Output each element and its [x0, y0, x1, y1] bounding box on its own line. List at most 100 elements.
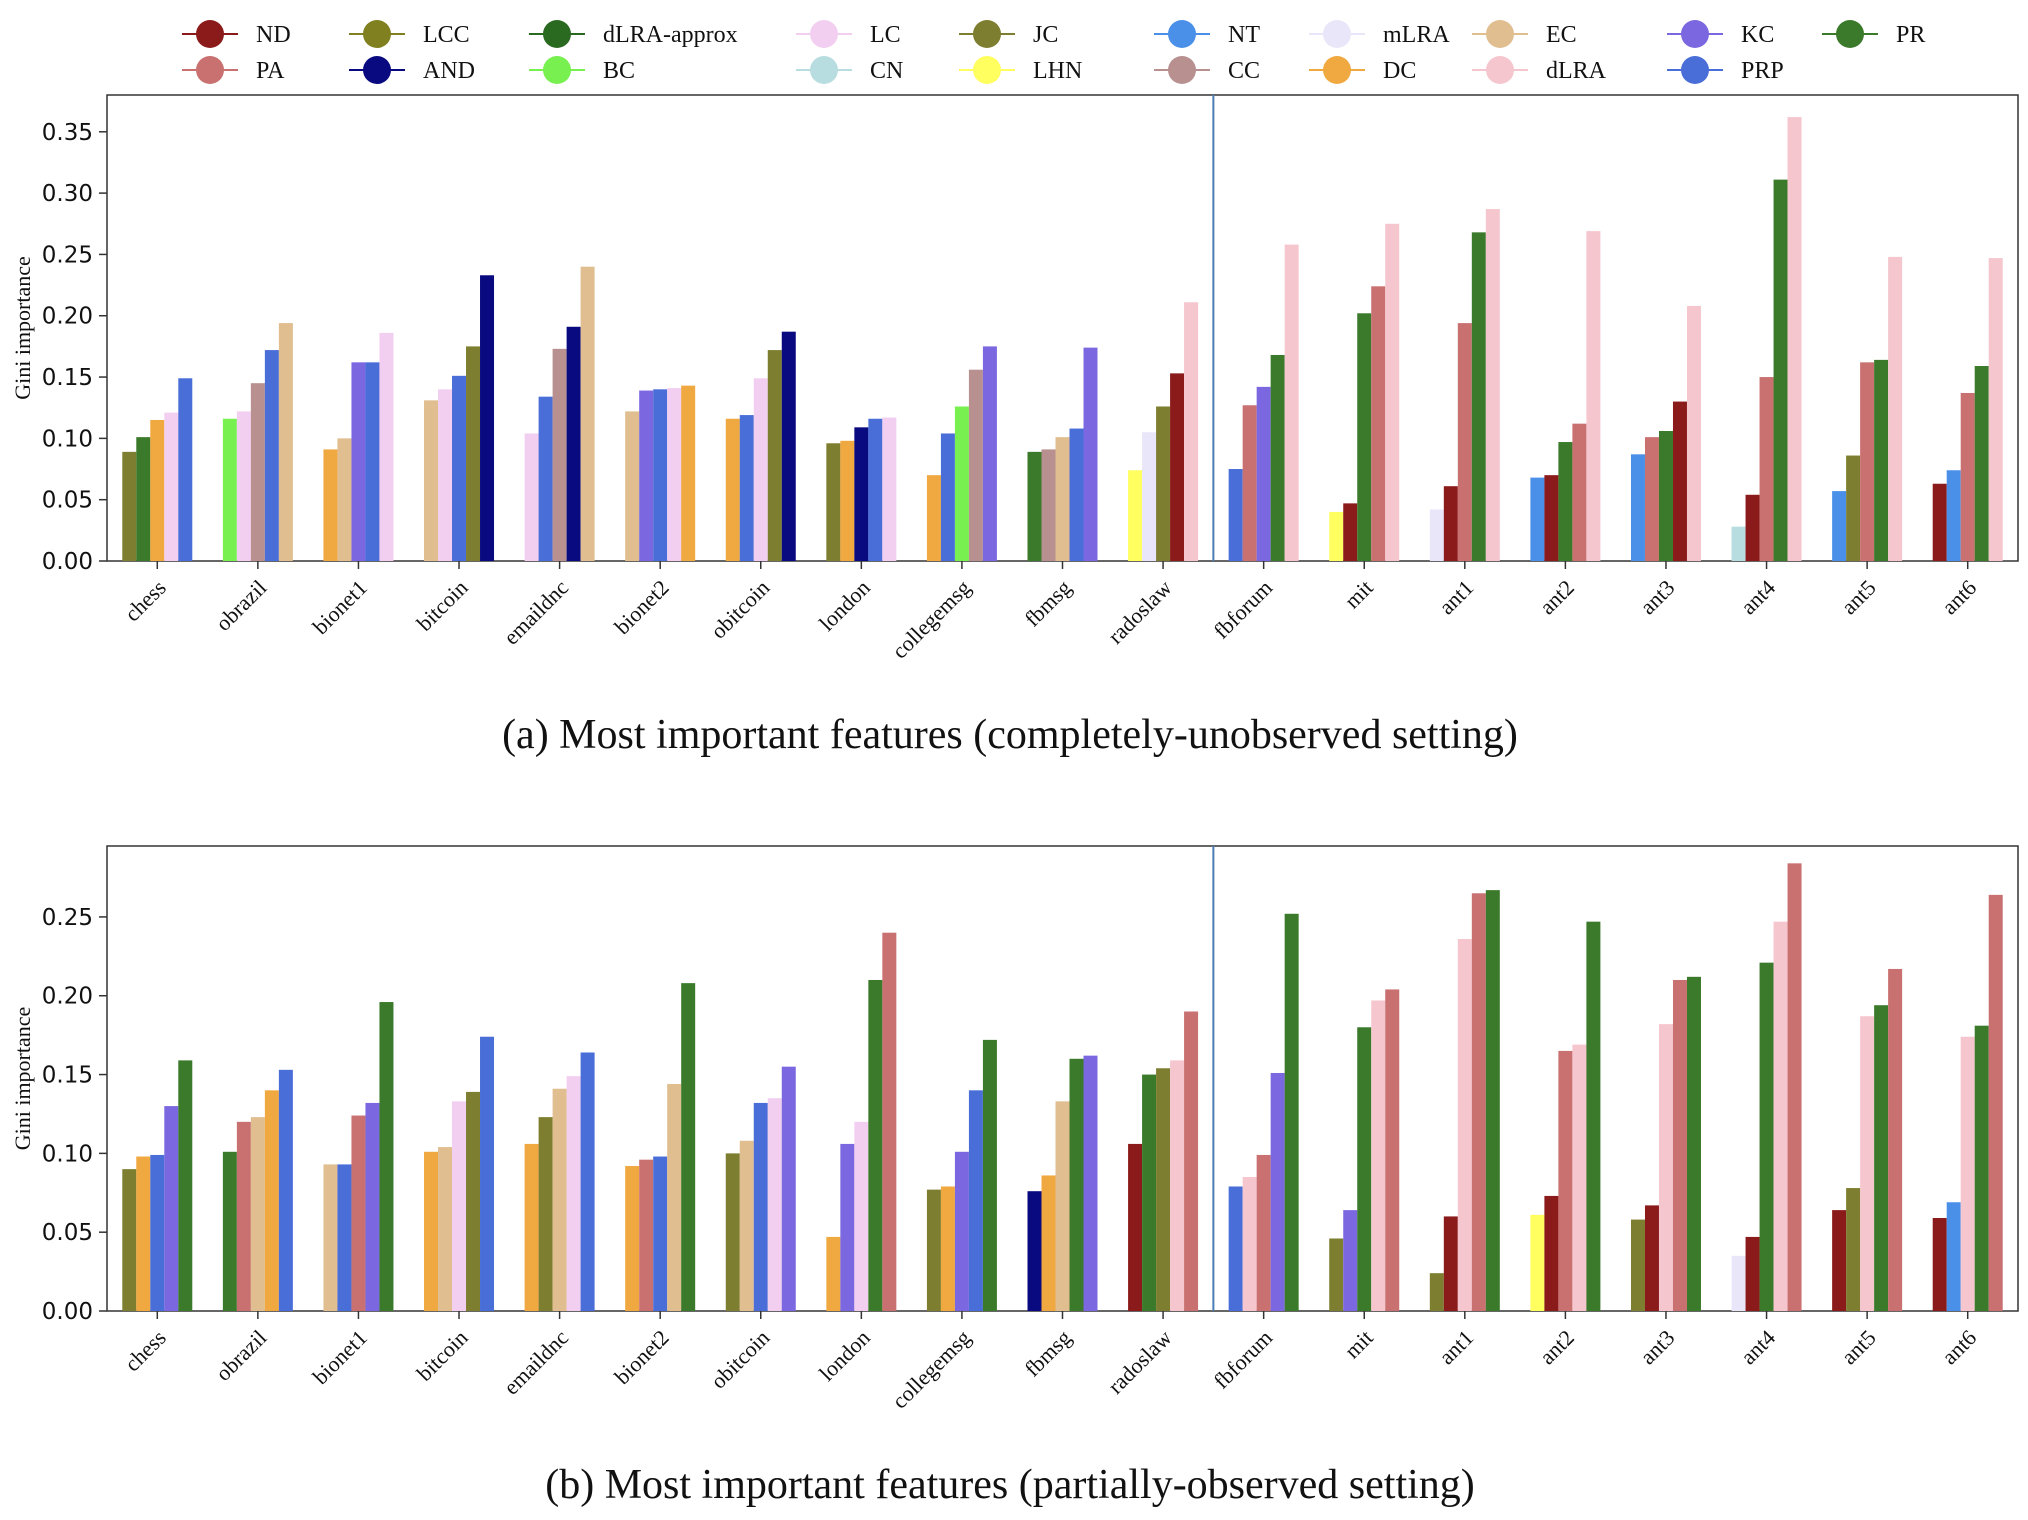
legend-label: DC — [1383, 58, 1416, 84]
bar-kc — [639, 390, 654, 561]
bar-ec — [337, 438, 352, 561]
bar-ec — [438, 1147, 453, 1311]
legend-marker — [543, 20, 571, 48]
bar-group-ant6 — [1932, 894, 2003, 1311]
legend-marker — [1836, 20, 1864, 48]
legend-item-ec: EC — [1472, 20, 1577, 48]
bar-nd — [1932, 483, 1947, 561]
bar-prp — [739, 415, 754, 561]
y-tick-label: 0.30 — [42, 181, 93, 207]
bar-pa — [236, 1121, 251, 1311]
legend-marker — [1486, 20, 1514, 48]
bar-ec — [552, 1088, 567, 1311]
bar-mlra — [1142, 432, 1157, 561]
bar-pa — [1960, 392, 1975, 561]
bar-jc — [1846, 455, 1861, 561]
bar-pa — [1988, 894, 2003, 1311]
legend-marker — [196, 20, 224, 48]
bar-dlra — [1888, 256, 1903, 561]
bar-pa — [1787, 863, 1802, 1311]
bar-pr — [681, 983, 696, 1311]
legend-label: JC — [1033, 22, 1058, 48]
bar-kc — [781, 1066, 796, 1311]
bar-nd — [1672, 401, 1687, 561]
legend-item-kc: KC — [1667, 20, 1774, 48]
bar-pr — [1284, 913, 1299, 1311]
bar-group-radoslaw — [1128, 302, 1199, 561]
bar-dlra — [1787, 117, 1802, 562]
bar-group-ant4 — [1731, 863, 1802, 1311]
bar-kc — [1083, 1055, 1098, 1311]
bar-dlra — [1586, 231, 1601, 562]
bar-pa — [882, 932, 897, 1311]
bar-prp — [178, 378, 193, 561]
bar-pr — [1586, 921, 1601, 1311]
legend-label: dLRA-approx — [603, 22, 738, 48]
legend-marker — [810, 20, 838, 48]
bar-group-obrazil — [222, 1069, 293, 1311]
y-axis-label: Gini importance — [10, 1007, 35, 1151]
bar-pa — [1860, 362, 1875, 561]
bar-nt — [1946, 470, 1961, 561]
bar-group-ant3 — [1630, 976, 1701, 1311]
bar-nd — [1544, 1195, 1559, 1311]
bar-prp — [753, 1102, 768, 1311]
bar-jc — [826, 443, 841, 561]
bar-group-ant4 — [1731, 117, 1802, 562]
bar-dlra — [1242, 1177, 1257, 1311]
bar-dc — [625, 1165, 640, 1311]
bar-dc — [840, 440, 855, 561]
bar-pa — [1759, 377, 1774, 561]
bar-pa — [1558, 1050, 1573, 1311]
bar-group-fbforum — [1228, 913, 1299, 1311]
bar-group-bitcoin — [424, 1036, 495, 1311]
legend-item-cc: CC — [1154, 56, 1260, 84]
bar-pr — [1357, 313, 1372, 561]
bar-pr — [1759, 962, 1774, 1311]
bar-dlra — [1658, 1024, 1673, 1311]
legend-item-lcc: LCC — [349, 20, 470, 48]
bar-jc — [538, 1117, 553, 1311]
bar-nt — [1946, 1202, 1961, 1311]
chart-a-caption: (a) Most important features (completely-… — [502, 712, 1518, 758]
legend-marker — [363, 56, 391, 84]
bar-prp — [653, 389, 668, 561]
bar-lhn — [1329, 511, 1344, 561]
bar-lc — [767, 1098, 782, 1311]
bar-group-ant5 — [1832, 256, 1903, 561]
bar-pa — [1672, 979, 1687, 1311]
bar-pr — [1357, 1027, 1372, 1311]
bar-pa — [1184, 1011, 1199, 1311]
legend-label: EC — [1546, 22, 1577, 48]
bar-dc — [136, 1156, 151, 1311]
bar-group-obitcoin — [725, 331, 796, 561]
bar-bc — [954, 406, 969, 561]
bar-prp — [1228, 1186, 1243, 1311]
bar-ec — [625, 411, 640, 561]
bar-group-fbmsg — [1027, 1055, 1098, 1311]
bar-prp — [940, 433, 955, 561]
bar-prp — [868, 418, 883, 561]
bar-prp — [337, 1164, 352, 1311]
legend-label: CC — [1228, 58, 1260, 84]
bar-lc — [882, 417, 897, 561]
bar-group-ant3 — [1630, 305, 1701, 561]
bar-group-fbforum — [1228, 244, 1299, 561]
bar-prp — [968, 1090, 983, 1311]
bar-lc — [854, 1121, 869, 1311]
bar-pr — [868, 979, 883, 1311]
bar-cc — [1041, 449, 1056, 561]
legend-label: AND — [423, 58, 475, 84]
legend-item-nt: NT — [1154, 20, 1260, 48]
legend-item-lhn: LHN — [959, 56, 1082, 84]
legend-marker — [1681, 20, 1709, 48]
bar-dlra — [1485, 209, 1500, 561]
bar-pr — [1974, 1025, 1989, 1311]
bar-group-ant2 — [1530, 231, 1601, 562]
bar-dlra — [1385, 223, 1400, 561]
legend-item-pr: PR — [1822, 20, 1925, 48]
bar-cn — [1731, 526, 1746, 561]
legend-item-nd: ND — [182, 20, 291, 48]
bar-nt — [1630, 454, 1645, 561]
y-tick-label: 0.10 — [42, 426, 93, 452]
